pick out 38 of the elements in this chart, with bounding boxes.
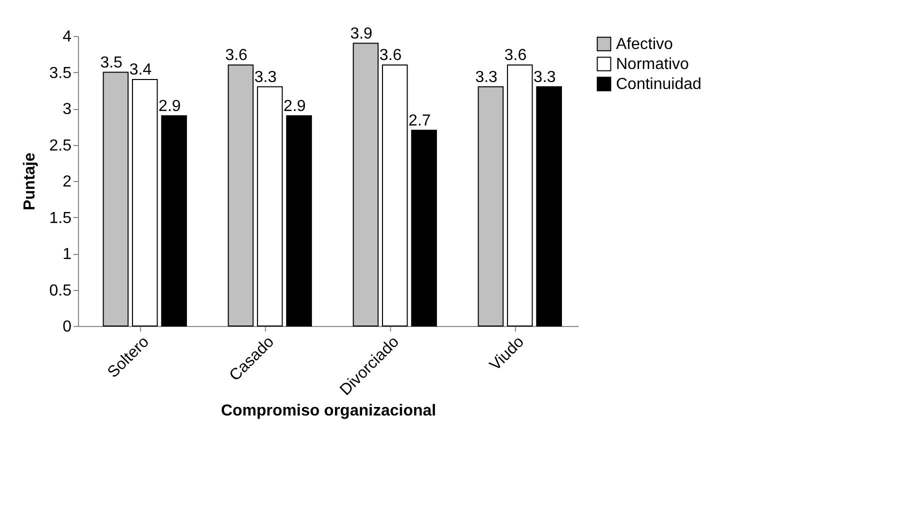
y-tick-label: 2 [62, 174, 72, 190]
y-tick-label: 3 [62, 101, 72, 118]
bar [132, 79, 158, 326]
bar [478, 86, 504, 326]
legend-label: Afectivo [616, 36, 674, 53]
bar [256, 86, 283, 326]
data-label: 3.4 [129, 62, 152, 78]
legend-label: Normativo [616, 56, 690, 73]
y-tick-label: 4 [62, 28, 72, 46]
y-tick-label: 1 [62, 246, 72, 263]
data-label: 3.6 [379, 47, 402, 64]
data-label: 2.7 [408, 112, 431, 130]
bar [286, 115, 312, 326]
data-label: 3.6 [225, 47, 248, 64]
y-tick-label: 2.5 [49, 137, 72, 154]
bar [506, 64, 533, 326]
legend-label: Continuidad [616, 76, 702, 93]
bar [102, 72, 129, 326]
y-axis-title: Puntaje [21, 152, 38, 210]
bar [411, 130, 437, 326]
data-label: 3.3 [475, 68, 498, 86]
y-tick-label: 0.5 [49, 282, 72, 300]
bar [536, 86, 562, 326]
data-label: 3.9 [350, 25, 373, 42]
data-label: 2.9 [158, 98, 181, 115]
data-label: 3.5 [100, 54, 123, 72]
x-axis-title: Compromiso organizacional [220, 402, 436, 420]
y-tick-label: 3.5 [49, 64, 72, 82]
y-tick-label: 0 [62, 318, 72, 336]
bar [382, 64, 408, 326]
data-label: 3.3 [534, 68, 556, 86]
data-label: 3.3 [254, 68, 277, 86]
data-label: 2.9 [284, 98, 306, 115]
y-tick-label: 1.5 [49, 210, 72, 227]
bar [228, 64, 254, 326]
bar [161, 115, 187, 326]
data-label: 3.6 [504, 47, 527, 64]
bar [352, 42, 379, 326]
